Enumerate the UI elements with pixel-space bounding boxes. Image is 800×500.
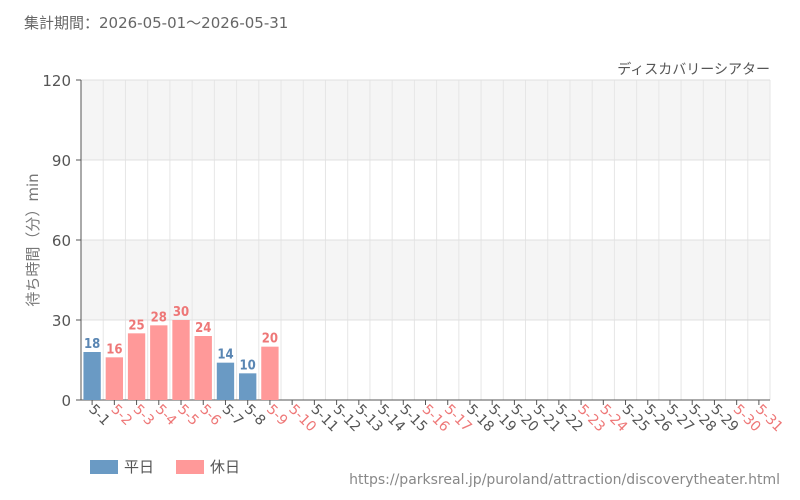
x-tick-label: 5-6: [196, 402, 224, 430]
y-tick-label: 120: [42, 72, 71, 90]
x-tick-label: 5-5: [174, 402, 201, 429]
x-tick-label: 5-3: [130, 402, 157, 429]
x-tick-label: 5-2: [108, 402, 135, 429]
y-tick-label: 30: [52, 312, 71, 330]
data-label: 16: [106, 342, 122, 357]
data-label: 30: [173, 305, 189, 320]
legend: 平日 休日: [90, 456, 240, 477]
legend-holiday[interactable]: 休日: [176, 456, 240, 477]
legend-weekday[interactable]: 平日: [90, 456, 154, 477]
plot-band: [81, 80, 770, 160]
plot-band: [81, 240, 770, 320]
data-label: 18: [84, 337, 100, 352]
legend-label-holiday: 休日: [210, 458, 241, 476]
bar: [150, 325, 168, 400]
data-label: 20: [262, 332, 278, 347]
bar: [83, 352, 101, 400]
x-tick-label: 5-4: [152, 402, 180, 430]
y-tick-label: 60: [52, 232, 71, 250]
legend-swatch-weekday: [90, 459, 118, 474]
x-tick-label: 5-9: [263, 402, 290, 429]
bar: [261, 346, 279, 400]
x-tick-label: 5-7: [219, 402, 246, 429]
bar: [105, 357, 124, 400]
data-label: 24: [195, 321, 211, 336]
bar: [127, 333, 146, 400]
legend-label-weekday: 平日: [124, 458, 155, 476]
y-tick-label: 90: [52, 152, 71, 170]
chart-title: ディスカバリーシアター: [617, 61, 770, 78]
source-url[interactable]: https://parksreal.jp/puroland/attraction…: [349, 472, 780, 488]
data-label: 28: [151, 310, 167, 325]
period-label: 集計期間：2026-05-01～2026-05-31: [24, 14, 289, 32]
bar: [239, 373, 257, 400]
data-label: 25: [128, 318, 144, 333]
plot-band: [81, 160, 770, 240]
legend-swatch-holiday: [176, 459, 205, 474]
x-tick-label: 5-8: [241, 402, 268, 429]
y-tick-label: 0: [61, 392, 71, 410]
y-axis-label: 待ち時間（分）min: [24, 173, 42, 306]
x-tick-label: 5-1: [85, 402, 112, 429]
bar: [216, 362, 235, 400]
bar: [172, 320, 190, 400]
bar: [194, 336, 212, 400]
data-label: 14: [217, 348, 233, 363]
data-label: 10: [240, 358, 256, 373]
